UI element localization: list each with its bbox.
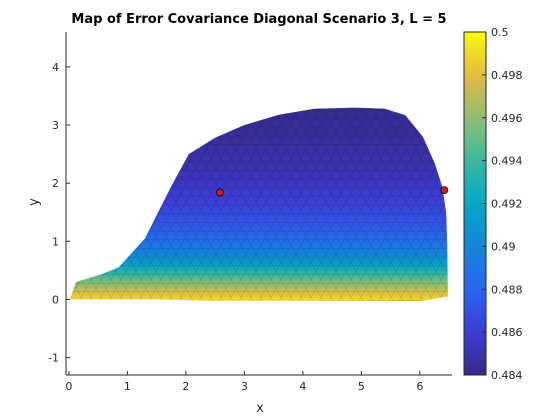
sensor-marker	[440, 186, 449, 195]
y-axis-label: y	[27, 198, 42, 206]
x-tick-label: 1	[124, 380, 131, 393]
y-tick-label: -1	[48, 352, 59, 365]
colorbar-tick-label: 0.492	[491, 198, 523, 211]
x-tick-label: 3	[241, 380, 248, 393]
tick-labels: 0 1 2 3 4 5 6 -1 0 1 2 3 4	[48, 61, 423, 393]
colorbar-tick-label: 0.496	[491, 112, 523, 125]
sensor-markers	[215, 186, 449, 197]
mesh-domain	[70, 107, 448, 302]
y-tick-label: 1	[52, 235, 59, 248]
colorbar-tick-label: 0.49	[491, 240, 516, 253]
colorbar-tick-label: 0.486	[491, 326, 523, 339]
y-tick-label: 2	[52, 177, 59, 190]
colorbar-tick-label: 0.494	[491, 155, 523, 168]
colorbar-tick-label: 0.488	[491, 283, 523, 296]
colorbar: 0.484 0.486 0.488 0.49 0.492 0.494 0.496 0.498 0…	[463, 26, 523, 382]
colorbar-tick-label: 0.484	[491, 369, 523, 382]
x-tick-label: 4	[299, 380, 306, 393]
x-tick-label: 0	[65, 380, 72, 393]
y-tick-label: 0	[52, 293, 59, 306]
sensor-marker	[215, 188, 224, 197]
y-tick-label: 3	[52, 119, 59, 132]
x-axis-label: x	[256, 401, 264, 416]
x-tick-label: 2	[182, 380, 189, 393]
x-tick-label: 6	[416, 380, 423, 393]
y-tick-label: 4	[52, 61, 59, 74]
colorbar-tick-label: 0.5	[491, 26, 509, 39]
chart-title: Map of Error Covariance Diagonal Scenari…	[71, 12, 446, 27]
axes	[65, 32, 452, 376]
x-tick-label: 5	[358, 380, 365, 393]
colorbar-tick-label: 0.498	[491, 69, 523, 82]
